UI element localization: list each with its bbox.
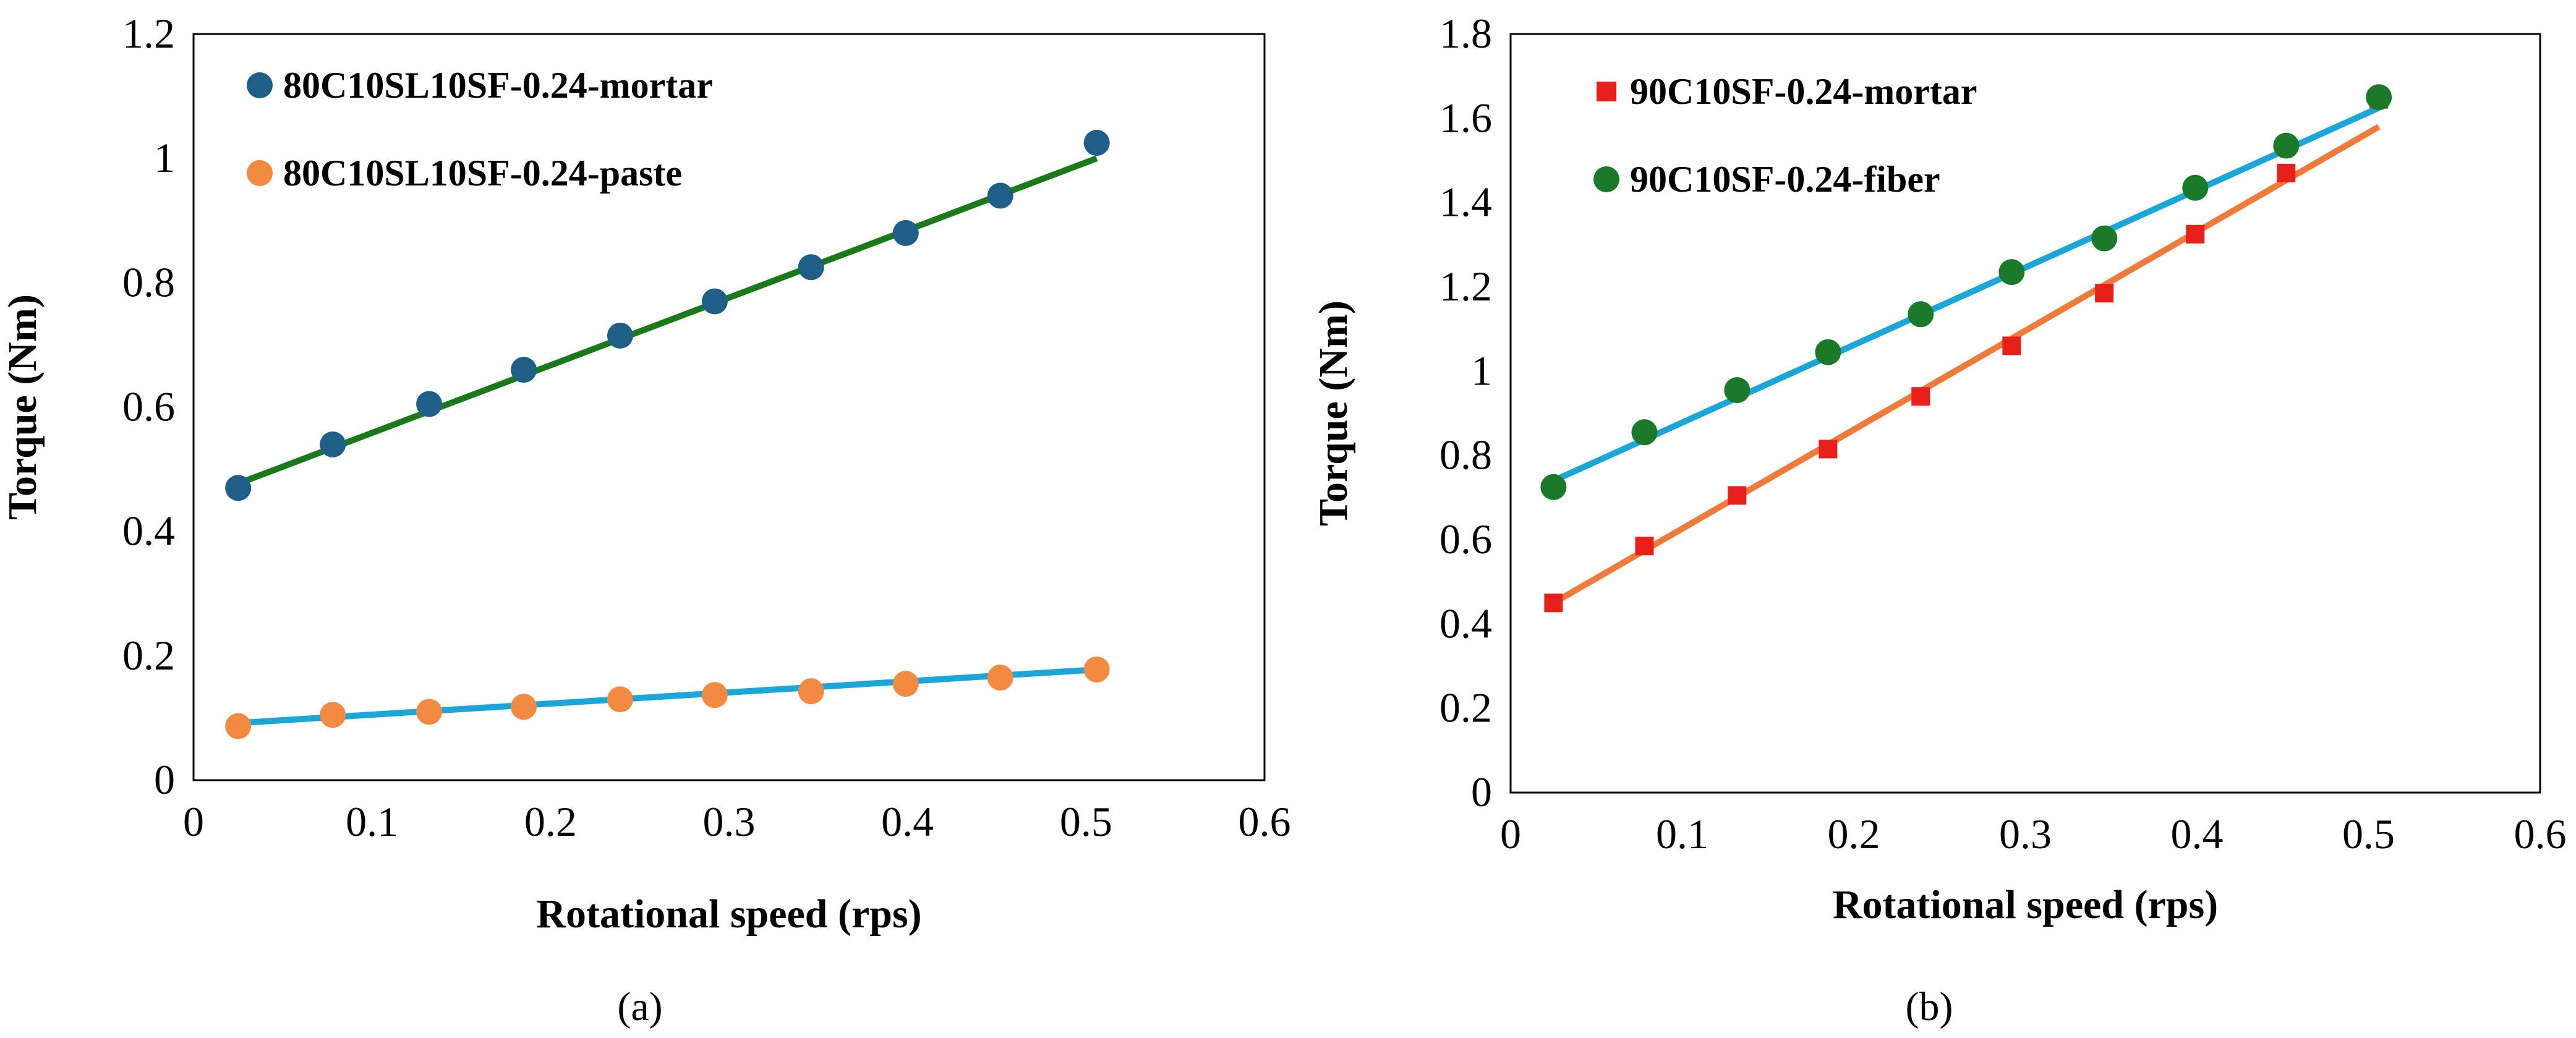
x-axis-label: Rotational speed (rps) — [536, 891, 921, 937]
data-point-series-1 — [2186, 224, 2205, 244]
data-point-series-2 — [2091, 225, 2118, 252]
data-point-series-2 — [416, 699, 443, 725]
y-tick-label: 0 — [1471, 768, 1492, 815]
y-tick-label: 1 — [1471, 347, 1492, 394]
y-tick-label: 1.8 — [1439, 10, 1492, 57]
x-tick-label: 0.2 — [524, 798, 577, 845]
data-point-series-2 — [320, 702, 346, 728]
y-tick-label: 0.2 — [122, 632, 175, 679]
data-point-series-1 — [701, 288, 728, 315]
y-tick-label: 0.4 — [122, 508, 175, 555]
legend-marker — [247, 72, 273, 98]
panel-caption: (a) — [617, 984, 662, 1029]
x-tick-label: 0.1 — [346, 798, 398, 845]
data-point-series-2 — [987, 665, 1013, 691]
plot-area — [192, 33, 1266, 781]
x-axis-label: Rotational speed (rps) — [1833, 882, 2218, 927]
x-tick-label: 0.4 — [2171, 810, 2224, 857]
data-point-series-2 — [1815, 339, 1841, 365]
x-tick-label: 0.1 — [1656, 810, 1708, 857]
x-tick-label: 0.5 — [1060, 798, 1112, 845]
data-point-series-2 — [2273, 132, 2300, 159]
data-point-series-1 — [511, 357, 537, 383]
data-point-series-1 — [2002, 336, 2021, 355]
data-point-series-2 — [1908, 301, 1934, 328]
y-tick-label: 0 — [154, 756, 175, 803]
plot-area — [1509, 33, 2541, 794]
data-point-series-1 — [798, 254, 824, 281]
legend-label: 80C10SL10SF-0.24-paste — [283, 153, 682, 194]
data-point-series-1 — [892, 219, 919, 246]
data-point-series-1 — [2277, 163, 2296, 182]
trendline-series-2 — [1552, 104, 2381, 484]
data-point-series-2 — [511, 694, 537, 720]
data-point-series-1 — [225, 475, 252, 501]
data-point-series-1 — [1635, 537, 1654, 556]
data-point-series-1 — [1544, 593, 1563, 613]
y-axis-label: Torque (Nm) — [1311, 300, 1356, 526]
trendline-series-1 — [237, 155, 1098, 487]
data-point-series-2 — [701, 682, 728, 708]
data-point-series-1 — [1819, 440, 1838, 459]
data-point-series-2 — [1631, 419, 1658, 446]
data-point-series-2 — [1724, 377, 1751, 404]
x-tick-label: 0.6 — [1239, 798, 1291, 845]
x-tick-label: 0.6 — [2514, 810, 2567, 857]
data-point-series-1 — [1728, 486, 1747, 505]
y-axis-label: Torque (Nm) — [0, 294, 45, 520]
legend-marker — [1597, 82, 1616, 101]
x-tick-label: 0.3 — [1999, 810, 2052, 857]
data-point-series-2 — [2366, 84, 2392, 111]
x-tick-label: 0 — [183, 798, 204, 845]
x-tick-label: 0.4 — [881, 798, 934, 845]
y-tick-label: 1.2 — [1439, 263, 1492, 310]
trendline-series-1 — [1551, 124, 2381, 606]
legend-label: 80C10SL10SF-0.24-mortar — [283, 65, 713, 106]
x-tick-label: 0.2 — [1828, 810, 1880, 857]
trendline-series-2 — [237, 666, 1097, 726]
legend-marker — [1593, 166, 1619, 192]
data-point-series-2 — [1083, 656, 1110, 683]
data-point-series-1 — [2095, 284, 2114, 303]
data-point-series-2 — [2182, 174, 2209, 201]
legend-label: 90C10SF-0.24-fiber — [1630, 159, 1940, 200]
x-tick-label: 0 — [1500, 810, 1521, 857]
data-point-series-2 — [607, 686, 633, 713]
data-point-series-2 — [1540, 474, 1567, 500]
y-tick-label: 1.6 — [1439, 94, 1492, 141]
y-tick-label: 1 — [154, 134, 175, 181]
y-tick-label: 0.8 — [1439, 432, 1492, 479]
data-point-series-2 — [225, 713, 252, 739]
data-point-series-1 — [987, 182, 1013, 209]
y-tick-label: 1.2 — [122, 10, 175, 57]
panel-a: 0 0.1 0.2 0.3 0.4 0.5 0.6 0 0.2 0.4 0.6 0.8 1 1.2 Rota… — [0, 10, 1291, 1029]
data-point-series-1 — [320, 431, 346, 457]
y-tick-label: 0.6 — [122, 383, 175, 430]
y-tick-label: 0.2 — [1439, 684, 1492, 731]
data-point-series-2 — [892, 671, 919, 697]
x-tick-label: 0.3 — [703, 798, 756, 845]
legend-label: 90C10SF-0.24-mortar — [1630, 71, 1977, 112]
y-tick-label: 1.4 — [1439, 179, 1492, 226]
data-point-series-1 — [607, 322, 633, 349]
panel-caption: (b) — [1906, 984, 1953, 1029]
data-point-series-2 — [1998, 259, 2025, 286]
data-point-series-1 — [1911, 387, 1930, 406]
data-point-series-2 — [798, 678, 824, 705]
y-tick-label: 0.8 — [122, 258, 175, 305]
data-point-series-1 — [1083, 130, 1110, 156]
data-point-series-1 — [416, 391, 443, 417]
x-tick-label: 0.5 — [2342, 810, 2395, 857]
y-tick-label: 0.6 — [1439, 516, 1492, 563]
panel-b: 0 0.1 0.2 0.3 0.4 0.5 0.6 0 0.2 0.4 0.6 0.8 1 1.2 1.4 1… — [1311, 10, 2567, 1029]
legend-marker — [247, 160, 273, 186]
y-tick-label: 0.4 — [1439, 600, 1492, 647]
